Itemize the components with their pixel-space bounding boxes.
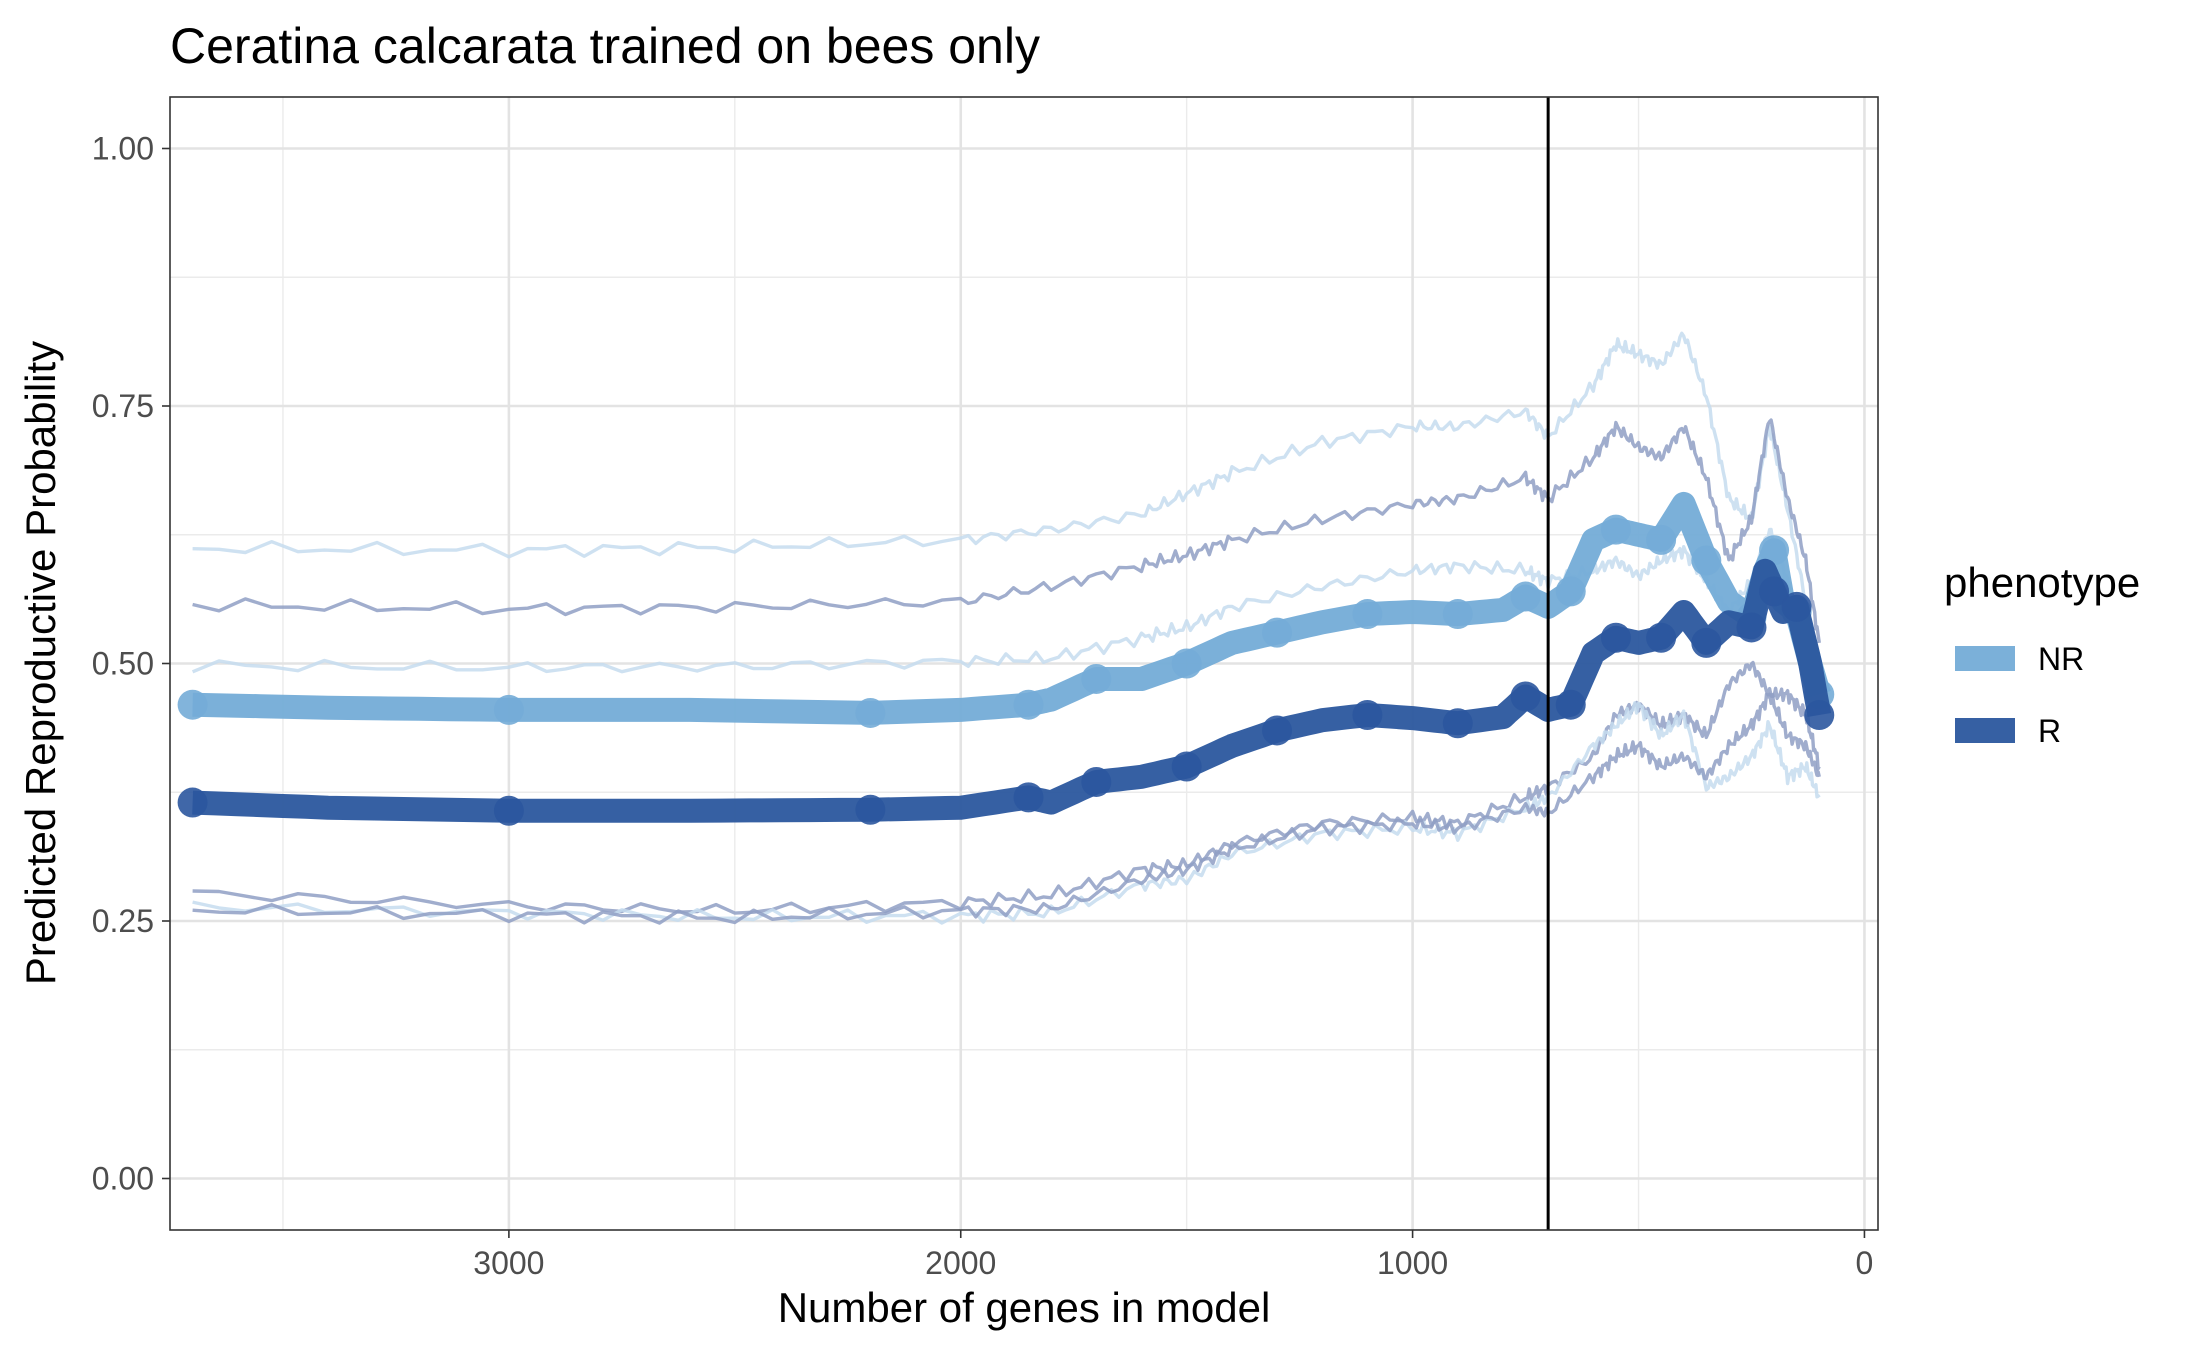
legend-title: phenotype	[1944, 559, 2140, 606]
x-axis: 3000 2000 1000 0	[473, 1230, 1873, 1281]
series-point-r	[1352, 700, 1383, 730]
series-point-nr	[1691, 545, 1722, 576]
plot-panel	[169, 96, 1879, 1231]
series-point-nr	[1600, 514, 1631, 545]
series-point-r	[1081, 766, 1112, 797]
series-point-nr	[1171, 648, 1202, 679]
series-point-r	[1691, 627, 1722, 658]
series-point-nr	[1081, 663, 1112, 694]
series-point-nr	[1510, 581, 1541, 612]
chart-title: Ceratina calcarata trained on bees only	[170, 18, 1040, 74]
series-point-nr	[855, 697, 886, 728]
series-point-r	[1442, 708, 1473, 739]
series-point-nr	[1646, 524, 1677, 555]
series-point-r	[493, 795, 524, 826]
series-point-r	[1781, 591, 1812, 622]
x-tick-label: 2000	[925, 1245, 996, 1281]
series-point-nr	[1013, 689, 1044, 720]
y-axis-title: Predicted Reproductive Probability	[17, 341, 64, 985]
legend-label-nr: NR	[2038, 641, 2084, 677]
series-point-nr	[1352, 599, 1383, 630]
series-point-nr	[1262, 617, 1293, 648]
series-point-r	[1804, 700, 1835, 730]
y-tick-label: 0.50	[92, 646, 154, 682]
series-point-r	[1646, 622, 1677, 653]
series-point-r	[1600, 622, 1631, 653]
series-point-nr	[493, 694, 524, 725]
legend-label-r: R	[2038, 713, 2061, 749]
series-point-nr	[1759, 535, 1790, 566]
series-point-r	[855, 794, 886, 825]
series-point-r	[1510, 681, 1541, 712]
y-tick-label: 0.25	[92, 903, 154, 939]
series-point-r	[1555, 689, 1586, 720]
series-point-r	[1013, 782, 1044, 813]
y-tick-label: 1.00	[92, 131, 154, 167]
series-point-r	[1736, 612, 1767, 643]
y-tick-label: 0.00	[92, 1161, 154, 1197]
x-tick-label: 0	[1856, 1245, 1874, 1281]
series-point-r	[177, 787, 208, 818]
x-axis-title: Number of genes in model	[778, 1284, 1271, 1331]
series-point-nr	[1555, 576, 1586, 607]
x-tick-label: 1000	[1377, 1245, 1448, 1281]
x-tick-label: 3000	[473, 1245, 544, 1281]
y-axis: 0.00 0.25 0.50 0.75 1.00	[92, 131, 170, 1197]
y-tick-label: 0.75	[92, 388, 154, 424]
legend: phenotype NR R	[1944, 559, 2140, 749]
legend-key-r	[1955, 718, 2015, 743]
series-point-nr	[1442, 599, 1473, 630]
series-point-nr	[177, 689, 208, 720]
series-point-r	[1759, 576, 1790, 607]
series-point-r	[1262, 715, 1293, 746]
legend-key-nr	[1955, 646, 2015, 671]
series-line-r	[192, 558, 1832, 823]
series-point-r	[1171, 751, 1202, 782]
